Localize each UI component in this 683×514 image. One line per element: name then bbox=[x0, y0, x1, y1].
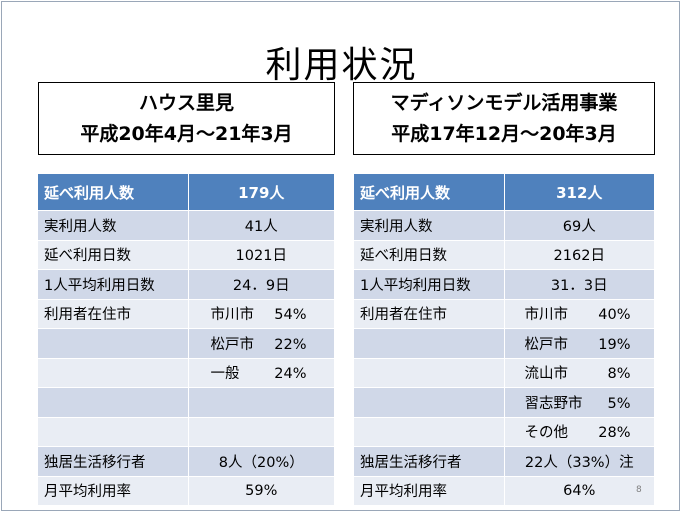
table-row: 1人平均利用日数 24．9日 bbox=[38, 269, 334, 300]
row-label: 1人平均利用日数 bbox=[38, 269, 188, 300]
monthly-label: 月平均利用率 bbox=[354, 476, 504, 506]
header-label: 延べ利用人数 bbox=[38, 174, 188, 211]
residence-item: 市川市 54% bbox=[187, 299, 334, 329]
city-name: 松戸市 bbox=[210, 336, 255, 353]
left-heading-box: ハウス里見 平成20年4月～21年3月 bbox=[38, 82, 335, 155]
city-name: 市川市 bbox=[210, 307, 255, 324]
solo-value: 22人（33%）注 bbox=[503, 446, 654, 477]
row-value: 69人 bbox=[503, 210, 654, 241]
table-row: 松戸市 19% bbox=[354, 328, 654, 359]
city-name: 流山市 bbox=[524, 366, 569, 383]
right-heading-box: マディソンモデル活用事業 平成17年12月～20年3月 bbox=[353, 82, 655, 155]
city-percent: 40% bbox=[598, 307, 631, 324]
city-name: 習志野市 bbox=[524, 395, 583, 412]
residence-item: 松戸市 22% bbox=[187, 328, 334, 359]
left-heading-period: 平成20年4月～21年3月 bbox=[80, 123, 293, 145]
city-name: 一般 bbox=[210, 366, 240, 383]
right-heading-period: 平成17年12月～20年3月 bbox=[391, 123, 617, 145]
solo-label: 独居生活移行者 bbox=[38, 446, 188, 477]
row-label: 実利用人数 bbox=[38, 210, 188, 241]
city-percent: 8% bbox=[607, 366, 631, 383]
table-header-row: 延べ利用人数 312人 bbox=[354, 174, 654, 211]
residence-label: 利用者在住市 bbox=[38, 299, 188, 329]
table-row: 延べ利用日数 2162日 bbox=[354, 240, 654, 270]
right-heading-name: マディソンモデル活用事業 bbox=[390, 92, 618, 114]
table-row: 流山市 8% bbox=[354, 358, 654, 388]
header-value: 312人 bbox=[503, 174, 654, 211]
city-percent: 5% bbox=[607, 395, 631, 412]
residence-item: 流山市 8% bbox=[503, 358, 654, 388]
city-percent: 19% bbox=[598, 336, 631, 353]
row-value: 41人 bbox=[187, 210, 334, 241]
table-row: 独居生活移行者 8人（20%） bbox=[38, 446, 334, 477]
table-row: その他 28% bbox=[354, 417, 654, 447]
city-percent: 54% bbox=[274, 307, 307, 324]
right-stats-table: 延べ利用人数 312人 実利用人数 69人 延べ利用日数 2162日 1人平均利… bbox=[354, 174, 654, 506]
table-row: 月平均利用率 64% bbox=[354, 476, 654, 506]
table-row bbox=[38, 387, 334, 418]
table-row: 利用者在住市 市川市 54% bbox=[38, 299, 334, 329]
city-name: 市川市 bbox=[524, 307, 569, 324]
table-row: 月平均利用率 59% bbox=[38, 476, 334, 506]
row-value: 31．3日 bbox=[503, 269, 654, 300]
header-label: 延べ利用人数 bbox=[354, 174, 504, 211]
table-row: 実利用人数 69人 bbox=[354, 210, 654, 241]
table-row: 延べ利用日数 1021日 bbox=[38, 240, 334, 270]
residence-item: 市川市 40% bbox=[503, 299, 654, 329]
city-name: 松戸市 bbox=[524, 336, 569, 353]
table-row: 実利用人数 41人 bbox=[38, 210, 334, 241]
city-percent: 22% bbox=[274, 336, 307, 353]
header-value: 179人 bbox=[187, 174, 334, 211]
slide-title: 利用状況 bbox=[265, 45, 418, 86]
row-value: 24．9日 bbox=[187, 269, 334, 300]
table-header-row: 延べ利用人数 179人 bbox=[38, 174, 334, 211]
table-row: 一般 24% bbox=[38, 358, 334, 388]
city-percent: 24% bbox=[274, 366, 307, 383]
left-heading-name: ハウス里見 bbox=[138, 92, 234, 114]
table-row: 利用者在住市 市川市 40% bbox=[354, 299, 654, 329]
table-row: 独居生活移行者 22人（33%）注 bbox=[354, 446, 654, 477]
residence-item: 習志野市 5% bbox=[503, 387, 654, 418]
row-label: 1人平均利用日数 bbox=[354, 269, 504, 300]
table-row: 松戸市 22% bbox=[38, 328, 334, 359]
row-label: 実利用人数 bbox=[354, 210, 504, 241]
row-label: 延べ利用日数 bbox=[354, 240, 504, 270]
table-row: 習志野市 5% bbox=[354, 387, 654, 418]
row-label: 延べ利用日数 bbox=[38, 240, 188, 270]
residence-item: 一般 24% bbox=[187, 358, 334, 388]
table-row: 1人平均利用日数 31．3日 bbox=[354, 269, 654, 300]
monthly-value: 64% bbox=[503, 476, 654, 506]
residence-item: その他 28% bbox=[503, 417, 654, 447]
residence-label: 利用者在住市 bbox=[354, 299, 504, 329]
city-name: その他 bbox=[524, 425, 569, 442]
row-value: 1021日 bbox=[187, 240, 334, 270]
monthly-value: 59% bbox=[187, 476, 334, 506]
solo-value: 8人（20%） bbox=[187, 446, 334, 477]
row-value: 2162日 bbox=[503, 240, 654, 270]
table-row bbox=[38, 417, 334, 447]
city-percent: 28% bbox=[598, 425, 631, 442]
solo-label: 独居生活移行者 bbox=[354, 446, 504, 477]
left-stats-table: 延べ利用人数 179人 実利用人数 41人 延べ利用日数 1021日 1人平均利… bbox=[38, 174, 334, 506]
page-number: 8 bbox=[636, 485, 642, 495]
residence-item: 松戸市 19% bbox=[503, 328, 654, 359]
monthly-label: 月平均利用率 bbox=[38, 476, 188, 506]
